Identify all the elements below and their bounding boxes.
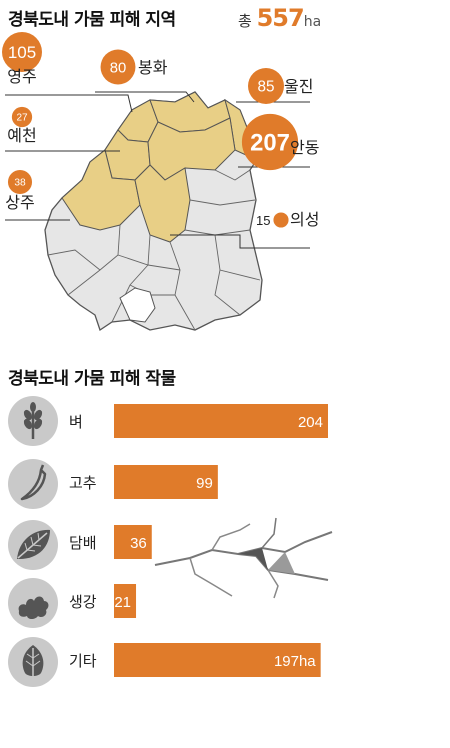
leader-line-6 <box>170 234 310 249</box>
bubble-value-2: 85 <box>258 79 275 96</box>
total-value: 557 <box>256 4 305 32</box>
bar-4 <box>114 643 321 677</box>
bar-1 <box>114 465 218 499</box>
bubble-5 <box>7 169 33 195</box>
region-name-3: 예천 <box>7 126 36 145</box>
region-name-0: 영주 <box>7 67 36 86</box>
region-name-6: 의성 <box>290 210 319 229</box>
bubble-value-1: 80 <box>110 60 127 76</box>
chili-pepper-icon <box>7 458 59 510</box>
bar-value-1: 99 <box>196 475 213 492</box>
bubble-value-6: 15 <box>256 213 270 228</box>
affected-regions <box>61 91 249 243</box>
region-marker-4: 207 안동 <box>238 113 319 171</box>
bar-3 <box>114 584 137 618</box>
bubble-2 <box>248 68 284 104</box>
crops-title: 경북도내 가뭄 피해 작물 <box>8 369 176 389</box>
rice-icon <box>7 395 59 447</box>
bar-row-4: 기타 197ha <box>69 643 321 677</box>
bar-category-2: 담배 <box>69 534 97 552</box>
bubble-value-4: 207 <box>250 130 290 157</box>
region-name-4: 안동 <box>290 138 319 157</box>
region-name-1: 봉화 <box>138 58 168 77</box>
bubble-value-5: 38 <box>14 178 26 189</box>
region-marker-1: 80 봉화 <box>95 49 195 103</box>
leaf-icon <box>7 636 59 688</box>
region-name-2: 울진 <box>284 77 313 96</box>
bar-value-3: 21 <box>114 594 131 611</box>
bar-category-3: 생강 <box>69 593 97 611</box>
bubble-4 <box>241 113 299 171</box>
bar-category-4: 기타 <box>69 652 97 670</box>
bar-row-2: 담배 36 <box>69 525 152 559</box>
bubble-6 <box>273 212 289 228</box>
lake-cutout <box>119 287 156 323</box>
total-label: 총 <box>238 12 252 30</box>
bar-category-0: 벼 <box>69 413 83 431</box>
bar-2 <box>114 525 152 559</box>
crop-bars: 벼 204 고추 99 담배 36 생강 21 기타 197ha <box>69 404 328 677</box>
ginger-icon <box>7 577 59 629</box>
leader-line-1 <box>95 91 195 103</box>
bar-value-0: 204 <box>298 414 323 431</box>
dry-crack-illustration <box>154 517 333 599</box>
leader-line-0 <box>5 94 133 113</box>
region-marker-3: 27 예천 <box>5 106 120 152</box>
region-marker-6: 15 의성 <box>170 210 319 249</box>
total-unit: ha <box>303 14 322 30</box>
gyeongbuk-map: 105 영주 80 봉화 85 울진 27 예천 207 안동 38 상주 15 의성 <box>2 32 319 332</box>
total-damage: 총 557ha <box>238 4 321 32</box>
bar-value-4: 197ha <box>274 653 316 670</box>
region-name-5: 상주 <box>5 193 34 212</box>
region-uiseong <box>134 164 191 243</box>
bubble-3 <box>11 106 33 128</box>
bar-0 <box>114 404 328 438</box>
bar-row-1: 고추 99 <box>69 465 218 499</box>
region-marker-5: 38 상주 <box>5 169 70 221</box>
region-marker-2: 85 울진 <box>236 68 313 104</box>
bar-category-1: 고추 <box>69 474 97 492</box>
bubble-value-0: 105 <box>8 43 36 62</box>
bubble-1 <box>100 49 136 85</box>
crop-bar-chart: 벼 204 고추 99 담배 36 생강 21 기타 197ha <box>69 404 328 677</box>
bar-row-3: 생강 21 <box>69 584 137 618</box>
bubble-0 <box>2 32 42 72</box>
tobacco-leaf-icon <box>7 519 59 571</box>
region-marker-0: 105 영주 <box>2 32 133 113</box>
other-region-borders <box>47 169 261 331</box>
map-title: 경북도내 가뭄 피해 지역 <box>8 10 176 30</box>
bubble-value-3: 27 <box>16 113 28 124</box>
bar-row-0: 벼 204 <box>69 404 328 438</box>
region-bubbles: 105 영주 80 봉화 85 울진 27 예천 207 안동 38 상주 15 의성 <box>2 32 319 249</box>
bar-value-2: 36 <box>130 535 147 552</box>
